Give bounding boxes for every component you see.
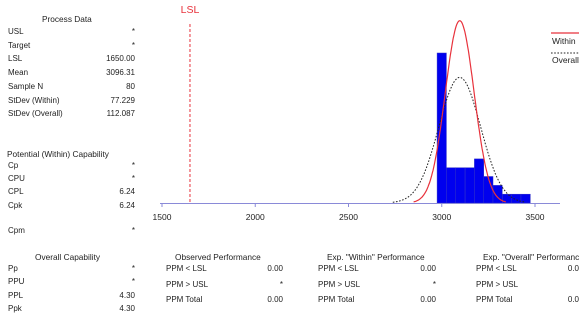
- overall-capability-row-value: 4.30: [119, 303, 135, 313]
- potential-capability-row-value: 6.24: [119, 200, 135, 210]
- overall-capability-row-label: PPL: [8, 290, 24, 300]
- exp-overall-row-label: PPM < LSL: [476, 264, 517, 273]
- process-data-row-value: 80: [126, 81, 135, 91]
- histogram-bar: [464, 167, 475, 204]
- histogram-bar: [474, 158, 484, 204]
- exp-overall-row-value: 0.0: [567, 264, 579, 273]
- overall-curve: [392, 76, 526, 203]
- exp-within-row-label: PPM < LSL: [318, 264, 359, 273]
- process-data-row-value: *: [131, 40, 135, 50]
- exp-overall-performance-title: Exp. "Overall" Performance: [483, 252, 579, 262]
- lsl-marker: LSL: [181, 4, 200, 203]
- observed-performance-row-label: PPM Total: [166, 295, 203, 304]
- process-data-row-label: USL: [8, 27, 24, 36]
- potential-capability-title: Potential (Within) Capability: [7, 149, 109, 159]
- process-data-row-label: LSL: [8, 54, 23, 64]
- overall-capability-row-label: PPU: [8, 277, 25, 287]
- histogram-bar: [483, 176, 494, 204]
- exp-within-performance-title: Exp. "Within" Performance: [327, 252, 425, 262]
- potential-capability-row-value: 6.24: [119, 187, 135, 197]
- exp-within-row-value: 0.00: [420, 295, 436, 304]
- process-data-row-label: StDev (Overall): [8, 109, 63, 119]
- exp-within-row-value: 0.00: [420, 264, 436, 273]
- overall-capability-title: Overall Capability: [35, 252, 101, 262]
- process-data-row-value: 112.087: [106, 109, 135, 119]
- overall-capability-row-value: *: [131, 277, 135, 287]
- observed-performance-row-label: PPM > USL: [166, 279, 209, 289]
- x-tick-label: 3000: [432, 212, 451, 222]
- process-data-row-label: StDev (Within): [8, 95, 60, 105]
- histogram-bar: [455, 167, 466, 204]
- capability-histogram: 1500 2000 2500 3000 3500 LSL Within Overall: [153, 4, 579, 222]
- observed-performance-title: Observed Performance: [175, 252, 261, 262]
- histogram-bar: [511, 193, 522, 204]
- process-data-row-value: 77.229: [110, 95, 135, 105]
- overall-capability-row-label: Pp: [8, 264, 18, 273]
- process-data-title: Process Data: [42, 14, 92, 24]
- process-data-row-label: Mean: [8, 68, 29, 78]
- x-tick-label: 1500: [153, 212, 172, 222]
- observed-performance-row-value: 0.00: [267, 264, 283, 273]
- overall-capability-row-value: 4.30: [119, 290, 135, 300]
- overall-capability-row-value: *: [131, 264, 135, 273]
- legend: Within Overall: [551, 32, 579, 65]
- exp-within-row-value: *: [432, 279, 436, 289]
- potential-capability-row-label: CPU: [8, 174, 25, 184]
- cpm-value: *: [131, 226, 135, 235]
- x-tick-label: 3500: [526, 212, 545, 222]
- observed-performance-row-value: *: [279, 279, 283, 289]
- process-data-row-value: 1650.00: [106, 54, 135, 64]
- process-data-row-label: Target: [8, 40, 31, 50]
- potential-capability-row-value: *: [131, 161, 135, 170]
- histogram-bar: [446, 167, 456, 204]
- exp-within-row-label: PPM Total: [318, 295, 355, 304]
- distribution-curves: [392, 20, 526, 203]
- potential-capability-row-label: Cpk: [8, 200, 23, 210]
- legend-overall-label: Overall: [552, 55, 579, 65]
- potential-capability-row-label: CPL: [8, 187, 24, 197]
- histogram-bars: [436, 52, 531, 204]
- observed-performance-row-label: PPM < LSL: [166, 264, 207, 273]
- lsl-label: LSL: [181, 4, 200, 16]
- legend-within-label: Within: [552, 36, 576, 46]
- exp-overall-row-label: PPM Total: [476, 295, 513, 304]
- within-curve: [413, 20, 506, 203]
- exp-overall-row-value: 0.0: [567, 295, 579, 304]
- x-tick-label: 2500: [339, 212, 358, 222]
- observed-performance-row-value: 0.00: [267, 295, 283, 304]
- histogram-bar: [520, 193, 531, 204]
- potential-capability-row-value: *: [131, 174, 135, 184]
- x-tick-label: 2000: [246, 212, 265, 222]
- x-axis: 1500 2000 2500 3000 3500: [153, 203, 560, 222]
- overall-capability-row-label: Ppk: [8, 303, 22, 313]
- exp-within-row-label: PPM > USL: [318, 279, 361, 289]
- process-data-row-value: 3096.31: [106, 68, 135, 78]
- process-data-row-value: *: [131, 27, 135, 36]
- process-data-row-label: Sample N: [8, 81, 44, 91]
- cpm-label: Cpm: [8, 226, 25, 235]
- potential-capability-row-label: Cp: [8, 161, 19, 170]
- exp-overall-row-label: PPM > USL: [476, 279, 519, 289]
